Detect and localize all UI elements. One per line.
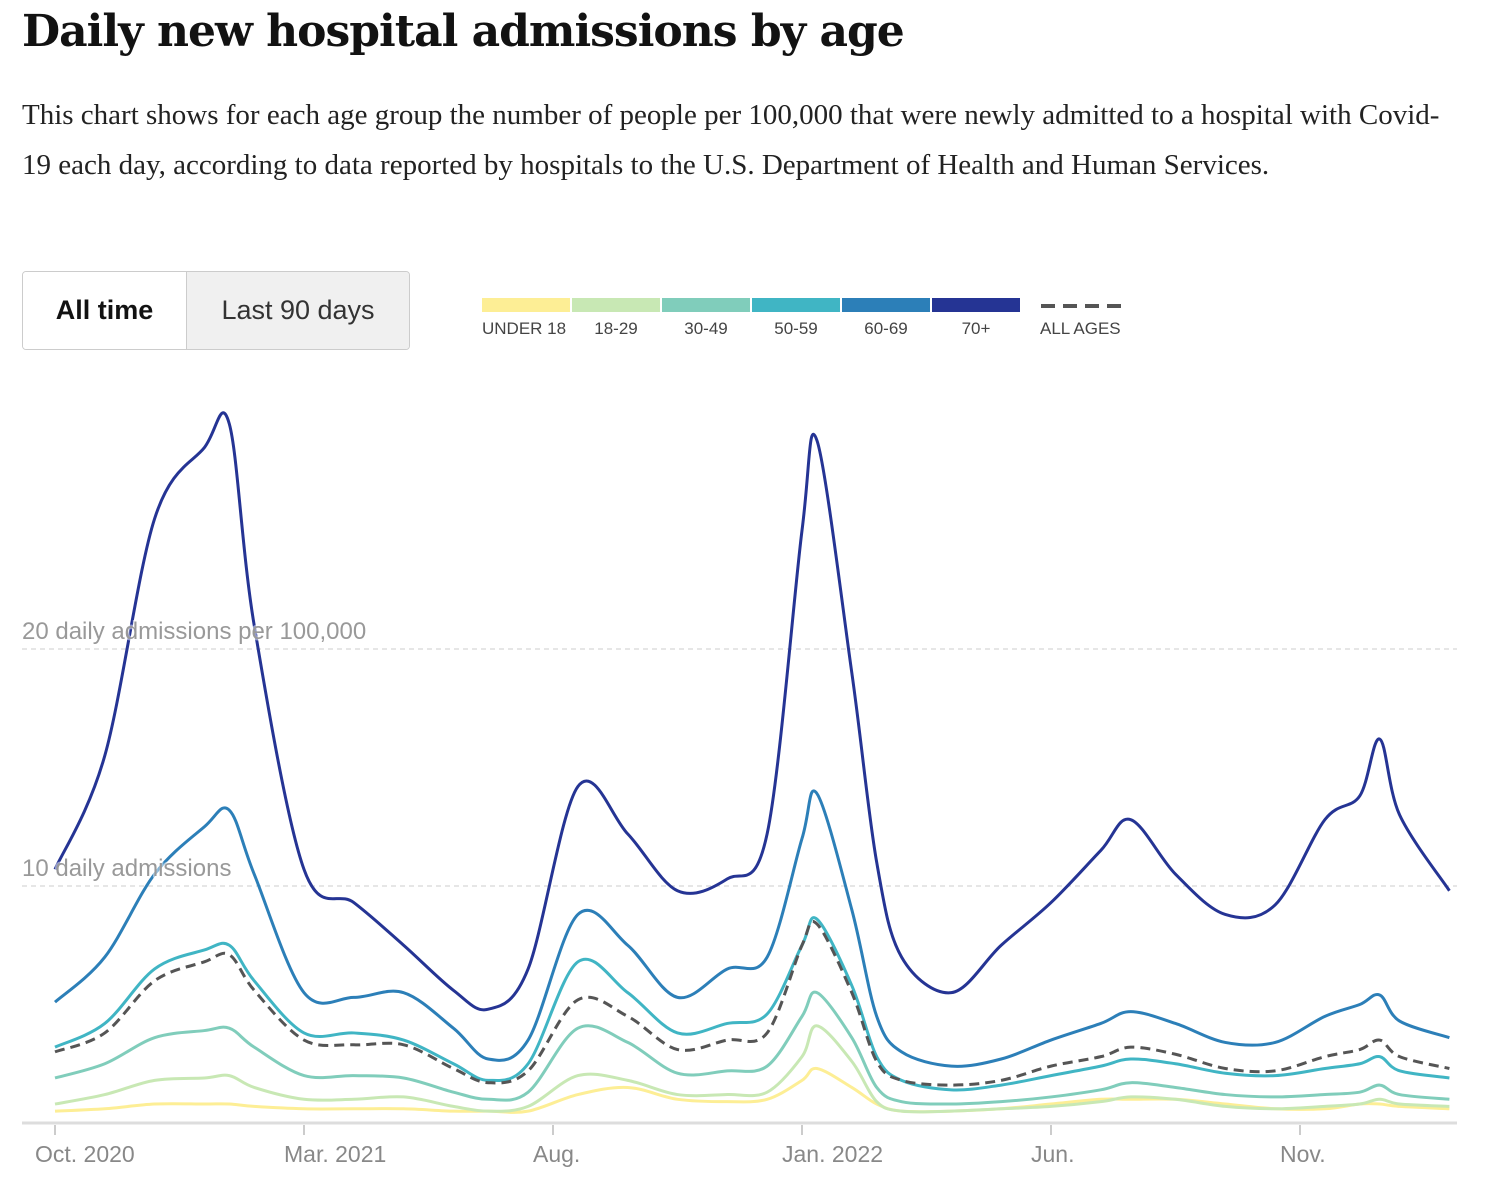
all-time-button[interactable]: All time [23, 272, 187, 349]
gridline-label: 20 daily admissions per 100,000 [22, 618, 366, 645]
x-tick-label: Oct. 2020 [35, 1141, 135, 1167]
legend-label: 70+ [962, 319, 991, 338]
series-line-60-69 [53, 789, 1450, 1068]
legend-label: ALL AGES [1040, 319, 1121, 338]
x-tick-label: Mar. 2021 [284, 1141, 386, 1167]
last-90-days-button[interactable]: Last 90 days [187, 272, 409, 349]
chart-title: Daily new hospital admissions by age [22, 6, 905, 57]
legend-label: 18-29 [594, 319, 637, 338]
series-line-all-ages [54, 919, 1450, 1087]
time-range-toggle: All time Last 90 days [22, 271, 410, 350]
legend-label: 50-59 [774, 319, 817, 338]
legend-swatch [932, 298, 1020, 312]
legend-swatch [662, 298, 750, 312]
series-line-70- [53, 411, 1451, 1012]
legend-label: 60-69 [864, 319, 907, 338]
legend-swatch [752, 298, 840, 312]
x-tick-label: Aug. [533, 1141, 580, 1167]
legend-label: 30-49 [684, 319, 727, 338]
series-line-under-18 [54, 1066, 1450, 1114]
x-tick-label: Jun. [1031, 1141, 1074, 1167]
gridline-label: 10 daily admissions [22, 855, 231, 882]
series-line-50-59 [54, 916, 1450, 1092]
chart-subtitle: This chart shows for each age group the … [22, 99, 1440, 181]
legend-label: UNDER 18 [482, 319, 566, 338]
legend-swatch [842, 298, 930, 312]
x-tick-label: Jan. 2022 [782, 1141, 883, 1167]
legend-swatch [482, 298, 570, 312]
legend-swatch [572, 298, 660, 312]
x-tick-label: Nov. [1280, 1141, 1326, 1167]
series-line-18-29 [54, 1024, 1450, 1114]
series-line-30-49 [54, 990, 1450, 1106]
